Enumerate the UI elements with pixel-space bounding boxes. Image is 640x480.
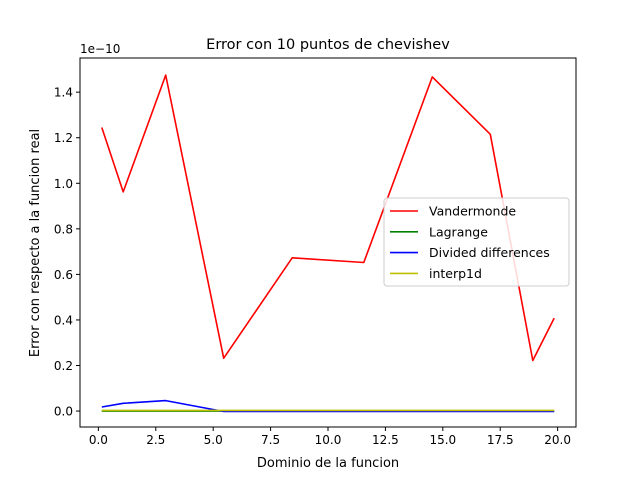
plot-area: 0.0 2.5 5.0 7.5 10.0 12.5 15.0 17.5 20.0 0.0 0.2 0.…	[54, 57, 577, 447]
legend-label-3: interp1d	[429, 266, 482, 281]
x-tick-label: 0.0	[89, 433, 108, 447]
chart-title: Error con 10 puntos de chevishev	[206, 37, 450, 53]
y-tick-label: 1.4	[54, 86, 73, 100]
y-tick-label: 1.0	[54, 177, 73, 191]
x-tick-label: 17.5	[487, 433, 514, 447]
y-tick-label: 0.6	[54, 268, 73, 282]
legend: Vandermonde Lagrange Divided differences in…	[383, 197, 570, 287]
x-tick-label: 5.0	[204, 433, 223, 447]
legend-label-2: Divided differences	[429, 245, 550, 260]
y-tick-label: 0.4	[54, 313, 73, 327]
legend-label-1: Lagrange	[429, 224, 488, 239]
y-offset-label: 1e−10	[80, 42, 120, 56]
y-axis-label: Error con respecto a la funcion real	[28, 129, 43, 357]
x-axis-label: Dominio de la funcion	[257, 456, 399, 471]
y-tick-label: 0.8	[54, 222, 73, 236]
legend-box	[383, 197, 570, 287]
x-tick-label: 7.5	[261, 433, 280, 447]
x-tick-label: 15.0	[429, 433, 456, 447]
x-tick-label: 10.0	[315, 433, 342, 447]
legend-label-0: Vandermonde	[429, 204, 516, 219]
x-tick-label: 20.0	[544, 433, 571, 447]
x-tick-label: 2.5	[146, 433, 165, 447]
x-tick-label: 12.5	[372, 433, 399, 447]
y-tick-label: 1.2	[54, 131, 73, 145]
series-line-2	[101, 399, 555, 413]
y-tick-label: 0.0	[54, 405, 73, 419]
y-tick-label: 0.2	[54, 359, 73, 373]
